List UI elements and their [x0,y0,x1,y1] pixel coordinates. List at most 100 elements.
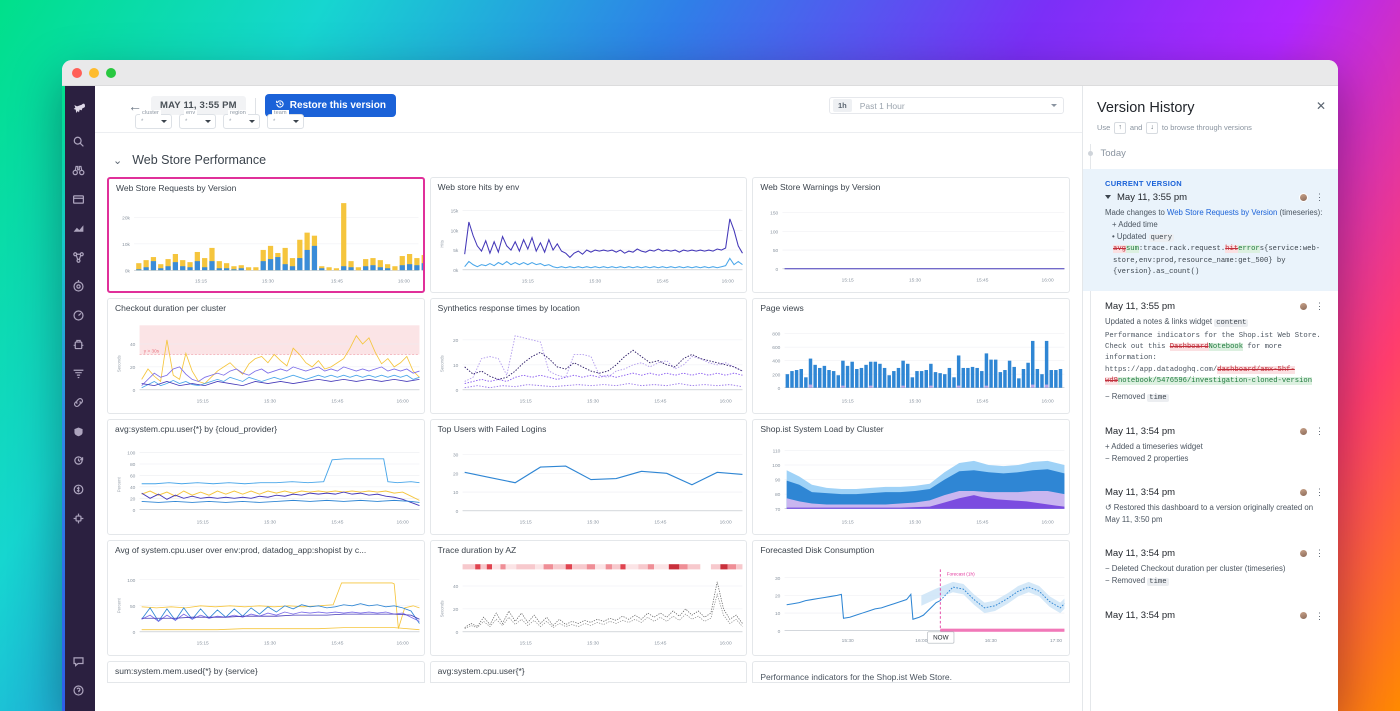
version-entry-current[interactable]: CURRENT VERSION May 11, 3:55 pm ⋮ Made c… [1083,168,1338,291]
back-arrow-icon[interactable]: ← [128,97,142,114]
sidebar-item-notebooks[interactable] [62,215,95,244]
restore-clock-icon [275,99,285,112]
sidebar-item-monitors[interactable] [62,273,95,302]
kebab-menu-icon[interactable]: ⋮ [1315,548,1324,559]
sidebar-item-synthetics[interactable] [62,389,95,418]
kebab-menu-icon[interactable]: ⋮ [1315,426,1324,437]
time-range-picker[interactable]: 1h Past 1 Hour [829,97,1064,114]
y-tick: 0 [133,508,136,514]
version-entry-header[interactable]: May 11, 3:54 pm ⋮ [1105,610,1324,621]
kebab-menu-icon[interactable]: ⋮ [1315,192,1324,203]
window-close-button[interactable] [72,67,82,78]
caret-down-icon[interactable] [1105,195,1111,200]
query-mid: :trace.rack.request. [1138,245,1226,254]
widget-trace-duration-by-az[interactable]: Trace duration by AZ [429,540,748,656]
sidebar-item-integrations[interactable] [62,505,95,534]
kebab-menu-icon[interactable]: ⋮ [1315,301,1324,311]
window-zoom-button[interactable] [106,67,116,78]
widget-page-views[interactable]: Page views [752,298,1070,414]
widget-synthetics-response-times-by-location[interactable]: Synthetics response times by location [429,298,748,414]
widget-sum-system-mem-used[interactable]: sum:system.mem.used{*} by {service} [107,661,425,683]
widget-group-header[interactable]: ⌄ Web Store Performance [107,147,1070,177]
version-entry-header[interactable]: May 11, 3:55 pm ⋮ [1105,301,1324,312]
close-icon[interactable]: ✕ [1315,99,1326,113]
facet-team[interactable]: team * [267,110,304,129]
sidebar-item-apm[interactable] [62,302,95,331]
window-minimize-button[interactable] [89,67,99,78]
kebab-menu-icon[interactable]: ⋮ [1315,610,1324,621]
widget-chart: 100 50 0 Percent 15:15 15:30 15:45 16:00 [108,559,424,655]
y-tick: 50 [773,249,779,255]
widget-chart: 30 20 10 0 15:15 15:30 15:45 16:00 [431,438,747,534]
sidebar-item-ci-visibility[interactable] [62,447,95,476]
note-added-token: Notebook [1208,342,1244,351]
sidebar-item-dashboards[interactable] [62,186,95,215]
arrow-down-key-icon: ↓ [1146,122,1158,134]
widget-avg-system-cpu-user[interactable]: avg:system.cpu.user{*} [429,661,748,683]
x-tick: 15:45 [331,520,343,526]
version-entry[interactable]: May 11, 3:54 pm ⋮ [1083,600,1338,633]
widget-web-store-warnings-by-version[interactable]: Web Store Warnings by Version 150 100 5 [752,177,1070,293]
version-entry[interactable]: May 11, 3:55 pm ⋮ Updated a notes & link… [1083,291,1338,416]
version-history-list[interactable]: Today CURRENT VERSION May 11, 3:55 pm ⋮ [1083,143,1338,711]
version-entry-header[interactable]: May 11, 3:55 pm ⋮ [1105,192,1324,203]
sidebar-item-search[interactable] [62,128,95,157]
version-entry-header[interactable]: May 11, 3:54 pm ⋮ [1105,548,1324,559]
chevron-down-icon [205,120,211,123]
avatar [1299,426,1308,436]
facet-cluster-value: * [141,119,144,125]
version-entry-body: + Added a timeseries widget − Removed 2 … [1105,441,1324,465]
sidebar-item-watchdog[interactable] [62,157,95,186]
widget-top-users-with-failed-logins[interactable]: Top Users with Failed Logins 30 20 10 [429,419,748,535]
timeline-today-label: Today [1100,147,1126,159]
y-tick: 20 [130,497,136,503]
widget-chart: 40 20 0 Seconds 15:15 15:30 15:45 16:00 [431,559,747,655]
y-tick: 10k [450,229,458,235]
facet-region[interactable]: region * [223,110,260,129]
x-tick: 15:15 [519,641,531,647]
x-tick: 15:30 [589,279,601,285]
avatar [1299,487,1308,497]
widget-title: avg:system.cpu.user{*} [437,666,525,676]
change-widget-link[interactable]: Web Store Requests by Version [1166,207,1278,217]
facet-env[interactable]: env * [179,110,216,129]
version-entry[interactable]: May 11, 3:54 pm ⋮ ↺ Restored this dashbo… [1083,477,1338,538]
x-tick: 16:00 [719,399,731,405]
search-icon [72,135,85,151]
widget-checkout-duration-per-cluster[interactable]: Checkout duration per cluster [107,298,425,414]
version-entry-time: May 11, 3:54 pm [1105,486,1176,498]
y-tick: 20 [775,594,781,600]
widget-shopist-system-load-by-cluster[interactable]: Shop.ist System Load by Cluster [752,419,1070,535]
y-tick: 10 [453,363,459,369]
version-entry-header[interactable]: May 11, 3:54 pm ⋮ [1105,426,1324,437]
removed-prefix: − Removed [1105,576,1148,586]
sidebar-item-support-chat[interactable] [62,648,95,677]
widget-web-store-hits-by-env[interactable]: Web store hits by env 15k 10k [429,177,748,293]
widget-web-store-requests-by-version[interactable]: Web Store Requests by Version [107,177,425,293]
restore-this-version-button[interactable]: Restore this version [264,94,396,117]
widget-forecasted-disk-consumption[interactable]: Forecasted Disk Consumption [752,540,1070,656]
query-removed-token-2: hit [1225,245,1239,254]
widget-notes-performance-indicators[interactable]: Performance indicators for the Shop.ist … [752,661,1070,683]
version-history-title: Version History [1097,100,1195,116]
x-tick: 15:15 [519,399,531,405]
kebab-menu-icon[interactable]: ⋮ [1315,487,1324,498]
version-entry-header[interactable]: May 11, 3:54 pm ⋮ [1105,487,1324,498]
widget-avg-system-cpu-user-by-cloud-provider[interactable]: avg:system.cpu.user{*} by {cloud_provide… [107,419,425,535]
sidebar-item-security[interactable] [62,418,95,447]
facet-region-label: region [228,110,248,116]
version-entry-actions: ⋮ [1299,426,1324,437]
sidebar-item-cloud-cost[interactable] [62,476,95,505]
version-entry[interactable]: May 11, 3:54 pm ⋮ − Deleted Checkout dur… [1083,538,1338,600]
sidebar-item-logs[interactable] [62,360,95,389]
sidebar-item-rum[interactable] [62,331,95,360]
chevron-down-icon[interactable]: ⌄ [113,154,123,167]
sidebar-item-infrastructure[interactable] [62,244,95,273]
query-added-token: sum [1125,245,1139,254]
widget-avg-system-cpu-user-env-prod[interactable]: Avg of system.cpu.user over env:prod, da… [107,540,425,656]
facet-cluster[interactable]: cluster * [135,110,172,129]
widget-note-text: Performance indicators for the Shop.ist … [760,672,952,682]
version-entry[interactable]: May 11, 3:54 pm ⋮ + Added a timeseries w… [1083,416,1338,477]
datadog-bits-logo-icon[interactable] [62,90,95,128]
sidebar-item-help[interactable] [62,677,95,706]
